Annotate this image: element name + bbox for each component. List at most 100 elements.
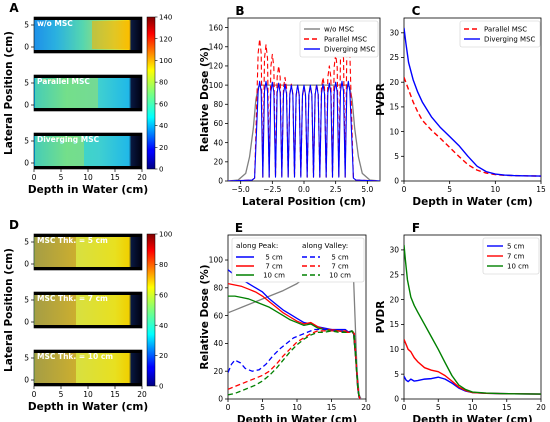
y-axis-label: Relative Dose (%) [199, 47, 211, 152]
y-tick-label: 15 [389, 320, 399, 329]
x-tick-label: 0 [226, 403, 231, 412]
dose-hot-region [92, 21, 130, 49]
y-tick-label: 0 [24, 43, 29, 52]
legend-label: 10 cm [329, 272, 351, 280]
dose-map-edge [34, 350, 142, 353]
y-tick-label: 30 [389, 246, 399, 255]
y-tick-label: 160 [209, 23, 224, 32]
panel-e: 0 5 10 15 20 0 20 40 60 80 100 Depth in Water (cm) R… [199, 221, 371, 422]
y-tick-label: 20 [213, 158, 223, 167]
legend-label: 7 cm [331, 263, 349, 271]
y-tick-label: 40 [213, 339, 223, 348]
legend-label: Parallel MSC [324, 36, 367, 44]
y-tick-label: 5 [24, 21, 29, 30]
y-tick-label: 60 [213, 119, 223, 128]
y-tick-label: 0 [218, 177, 223, 186]
y-tick-label: 5 [24, 238, 29, 247]
y-tick-label: 40 [213, 138, 223, 147]
dose-map-edge [34, 75, 142, 78]
colorbar-tick-label: 60 [159, 291, 168, 299]
y-tick-label: 0 [394, 177, 399, 186]
series-line [228, 295, 360, 398]
legend-label: 5 cm [265, 254, 283, 262]
y-tick-label: 80 [213, 100, 223, 109]
y-tick-label: 15 [389, 103, 399, 112]
y-tick-label: 0 [24, 101, 29, 110]
colorbar-tick-label: 40 [159, 322, 168, 330]
y-tick-label: 0 [24, 376, 29, 385]
panel-letter: D [9, 218, 19, 232]
dose-map-label: MSC Thk. = 5 cm [37, 236, 108, 245]
y-axis-label: PVDR [375, 301, 387, 334]
legend-box [459, 20, 541, 48]
y-tick-label: 0 [24, 318, 29, 327]
colorbar [146, 16, 156, 170]
colorbar-tick-label: 60 [159, 100, 168, 108]
x-axis-label: Depth in Water (cm) [28, 401, 148, 413]
dose-map-edge [34, 383, 142, 386]
series-line [404, 244, 541, 395]
x-tick-label: 5 [260, 403, 265, 412]
x-tick-label: 20 [536, 403, 546, 412]
x-tick-label: 5.0 [361, 185, 373, 194]
x-tick-label: 15 [110, 173, 120, 182]
panel-a: w/o MSC 0 5 Parallel MSC 0 5 Diverging MSC 0 5 0 5… [3, 1, 172, 196]
legend-label: 10 cm [507, 263, 529, 271]
y-tick-label: 0 [218, 395, 223, 404]
legend-label: Diverging MSC [484, 36, 536, 44]
y-tick-label: 100 [209, 81, 224, 90]
colorbar [146, 233, 156, 387]
colorbar-tick-label: 0 [159, 383, 163, 391]
legend-label: 10 cm [263, 272, 285, 280]
dose-map-label: MSC Thk. = 10 cm [37, 352, 113, 361]
x-tick-label: 20 [361, 403, 371, 412]
dose-map-edge [34, 133, 142, 136]
series-line [228, 328, 361, 399]
dose-map-frame [33, 16, 143, 54]
x-tick-label: 10 [491, 185, 501, 194]
x-tick-label: 20 [137, 390, 147, 399]
y-tick-label: 80 [213, 284, 223, 293]
y-tick-label: 100 [209, 256, 224, 265]
dose-map-edge [34, 108, 142, 111]
legend-label: Diverging MSC [324, 46, 376, 54]
series-line [404, 77, 541, 177]
panel-f: 0 5 10 15 20 0 5 10 15 20 25 30 Depth in Water (cm) P… [375, 221, 546, 422]
x-tick-label: 10 [83, 390, 93, 399]
colorbar-tick-label: 140 [159, 14, 172, 22]
legend-title: along Valley: [302, 241, 348, 250]
panel-letter: E [235, 221, 243, 235]
legend-box [299, 20, 379, 58]
y-tick-label: 60 [213, 311, 223, 320]
x-axis-label: Lateral Position (cm) [242, 196, 366, 208]
dose-map-label: w/o MSC [37, 19, 73, 28]
colorbar-tick-label: 80 [159, 79, 168, 87]
x-axis-label: Depth in Water (cm) [237, 414, 357, 422]
dose-map-label: MSC Thk. = 7 cm [37, 294, 108, 303]
y-axis-label: Lateral Position (cm) [3, 31, 15, 155]
x-tick-label: 5 [59, 173, 64, 182]
colorbar-tick-label: 100 [159, 57, 172, 65]
panel-letter: F [412, 221, 420, 235]
legend-label: 5 cm [507, 243, 525, 251]
y-tick-label: 0 [394, 395, 399, 404]
x-tick-label: 5 [59, 390, 64, 399]
series-line [228, 80, 380, 181]
x-tick-label: 5 [447, 185, 452, 194]
x-axis-label: Depth in Water (cm) [412, 414, 532, 422]
series-line [228, 283, 360, 398]
panel-letter: B [235, 4, 244, 18]
y-tick-label: 0 [24, 260, 29, 269]
dose-map-frame [33, 233, 143, 271]
colorbar-tick-label: 20 [159, 144, 168, 152]
x-axis-label: Depth in Water (cm) [28, 184, 148, 196]
series-line [228, 330, 361, 399]
y-tick-label: 10 [389, 127, 399, 136]
y-tick-label: 140 [209, 42, 224, 51]
y-axis-label: PVDR [375, 83, 387, 116]
legend-box [482, 237, 540, 275]
x-tick-label: 10 [468, 403, 478, 412]
legend-title: along Peak: [236, 241, 278, 250]
dose-map-label: Diverging MSC [37, 135, 100, 144]
